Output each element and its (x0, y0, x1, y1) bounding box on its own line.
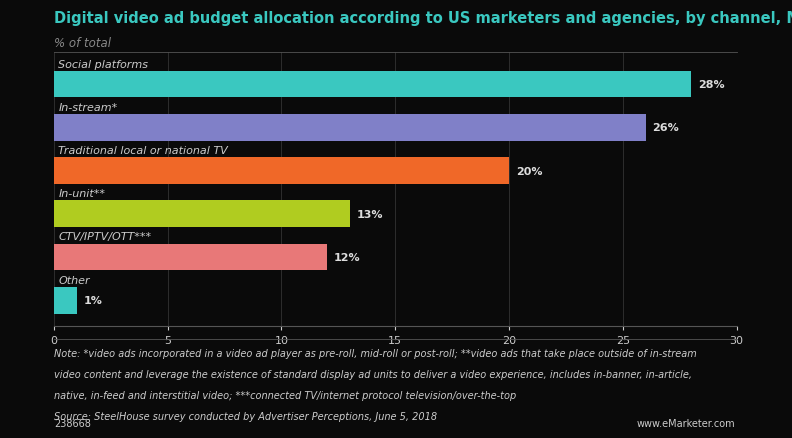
Bar (54, 201, 350, 228)
Text: In-stream*: In-stream* (59, 102, 118, 113)
Text: video content and leverage the existence of standard display ad units to deliver: video content and leverage the existence… (54, 369, 692, 379)
Bar (54, 115, 645, 141)
Bar (54, 71, 691, 98)
Text: Digital video ad budget allocation according to US marketers and agencies, by ch: Digital video ad budget allocation accor… (54, 11, 792, 26)
Text: CTV/IPTV/OTT***: CTV/IPTV/OTT*** (59, 232, 151, 242)
Text: native, in-feed and interstitial video; ***connected TV/internet protocol televi: native, in-feed and interstitial video; … (54, 390, 516, 400)
Text: 12%: 12% (333, 252, 360, 262)
Bar (54, 158, 509, 184)
Text: Traditional local or national TV: Traditional local or national TV (59, 145, 228, 155)
Text: Note: *video ads incorporated in a video ad player as pre-roll, mid-roll or post: Note: *video ads incorporated in a video… (54, 348, 697, 358)
Text: 26%: 26% (653, 123, 679, 133)
Bar (54, 244, 327, 271)
Text: www.eMarketer.com: www.eMarketer.com (636, 418, 735, 428)
Text: Social platforms: Social platforms (59, 60, 148, 69)
Text: 238668: 238668 (54, 418, 91, 428)
Text: 1%: 1% (83, 296, 102, 305)
Text: 13%: 13% (356, 209, 383, 219)
Text: % of total: % of total (54, 37, 111, 50)
Text: Source: SteelHouse survey conducted by Advertiser Perceptions, June 5, 2018: Source: SteelHouse survey conducted by A… (54, 411, 437, 421)
Text: Other: Other (59, 275, 90, 285)
Text: 28%: 28% (698, 80, 725, 90)
Text: In-unit**: In-unit** (59, 189, 105, 199)
Bar (54, 287, 77, 314)
Text: 20%: 20% (516, 166, 543, 176)
